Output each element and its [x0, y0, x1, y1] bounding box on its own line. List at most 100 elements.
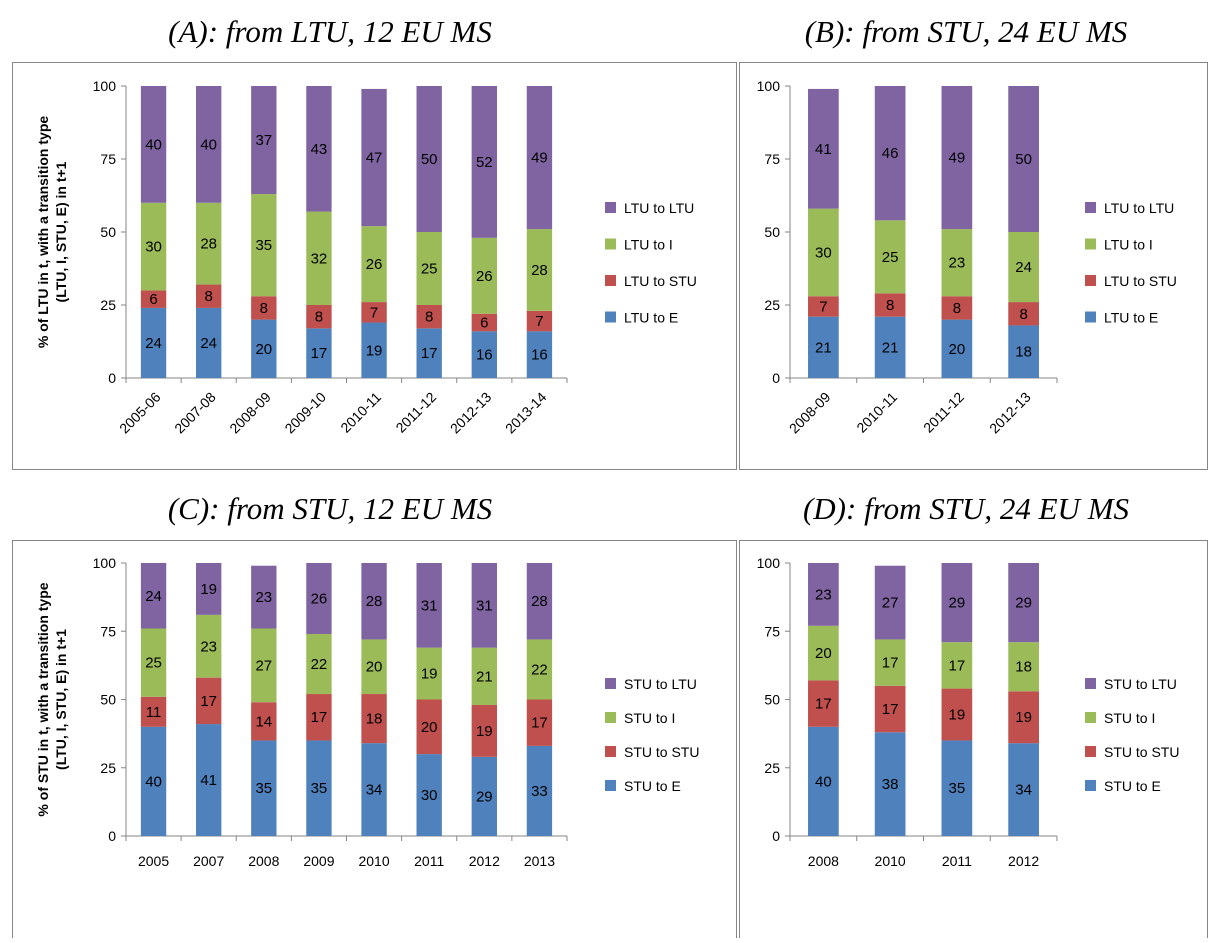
data-label: 30 [145, 239, 162, 256]
legend-swatch [605, 275, 616, 286]
data-label: 40 [815, 773, 832, 790]
data-label: 28 [531, 593, 548, 610]
legend-label: STU to I [1104, 710, 1155, 726]
bar-segment [874, 732, 906, 836]
bar-segment [196, 284, 222, 308]
bar-segment [941, 563, 973, 643]
data-label: 18 [366, 711, 383, 728]
bar-segment [1008, 563, 1039, 643]
data-label: 25 [145, 655, 162, 672]
data-label: 20 [815, 645, 832, 662]
data-label: 35 [255, 780, 272, 797]
x-tick-label: 2007-08 [171, 389, 219, 437]
bar-segment [251, 628, 277, 703]
y-tick-label: 100 [93, 78, 117, 94]
data-label: 31 [476, 597, 493, 614]
y-tick-label: 100 [757, 555, 781, 571]
y-axis-title-line: (LTU, I, STU, E) in t+1 [53, 161, 69, 302]
data-label: 18 [1015, 344, 1032, 361]
bar-segment [808, 316, 839, 378]
bar-segment [361, 743, 387, 836]
bar-segment [526, 639, 553, 700]
legend-label: STU to E [624, 778, 681, 794]
y-tick-label: 100 [757, 78, 781, 94]
x-tick-label: 2010-11 [337, 389, 384, 436]
data-label: 24 [1015, 259, 1032, 276]
legend-swatch [605, 746, 616, 757]
legend-label: LTU to I [624, 237, 673, 253]
x-tick-label: 2012 [469, 853, 500, 869]
chart-panel-2: (C): from STU, 12 EU MS 0 25 50 75 100 % of ST… [12, 491, 737, 940]
bar-segment [416, 86, 442, 232]
bar-segment [251, 319, 277, 378]
y-tick-label: 0 [772, 828, 780, 844]
legend-label: LTU to E [1104, 310, 1158, 326]
y-axis-title-line: % of STU in t, with a transition type [35, 582, 51, 816]
bar-segment [1008, 642, 1039, 692]
legend-swatch [1085, 780, 1096, 791]
legend-label: LTU to E [624, 310, 678, 326]
data-label: 17 [815, 696, 832, 713]
bar-segment [874, 293, 906, 317]
bar-segment [874, 86, 906, 221]
bar-segment [808, 296, 839, 317]
data-label: 30 [421, 787, 438, 804]
legend-swatch [1085, 311, 1096, 323]
x-tick-label: 2008 [808, 853, 839, 869]
data-label: 31 [421, 597, 438, 614]
y-tick-label: 50 [100, 692, 116, 708]
x-tick-label: 2005 [138, 853, 169, 869]
y-tick-label: 75 [764, 623, 780, 639]
bar-segment [361, 226, 387, 303]
legend-swatch [605, 780, 616, 791]
bar-segment [471, 647, 497, 705]
data-label: 16 [531, 347, 548, 364]
chart-title: (C): from STU, 12 EU MS [168, 491, 492, 526]
bar-segment [361, 88, 387, 227]
bar-segment [196, 86, 222, 203]
chart-title: (B): from STU, 24 EU MS [805, 14, 1128, 49]
bar-segment [874, 639, 906, 686]
x-tick-label: 2012 [1008, 853, 1039, 869]
x-tick-label: 2010 [875, 853, 906, 869]
bar-segment [526, 745, 553, 836]
bar-segment [874, 685, 906, 733]
data-label: 28 [531, 262, 548, 279]
bar-segment [140, 726, 167, 836]
bar-segment [526, 563, 553, 640]
data-label: 35 [949, 780, 966, 797]
bar-segment [808, 563, 839, 626]
bar-segment [471, 704, 497, 757]
data-label: 29 [949, 595, 966, 612]
data-label: 6 [480, 315, 488, 332]
legend-swatch [1085, 746, 1096, 757]
legend-swatch [1085, 238, 1096, 250]
data-label: 22 [531, 661, 548, 678]
legend-label: STU to LTU [1104, 676, 1177, 692]
data-label: 38 [882, 776, 899, 793]
y-tick-label: 100 [93, 555, 117, 571]
bar-segment [874, 316, 906, 378]
bar-segment [251, 565, 277, 629]
bar-segment [1008, 302, 1039, 326]
y-tick-label: 75 [100, 151, 116, 167]
x-tick-label: 2010-11 [853, 389, 900, 436]
data-label: 21 [815, 339, 832, 356]
legend-label: STU to LTU [624, 676, 697, 692]
y-tick-label: 75 [100, 623, 116, 639]
y-axis-title-line: % of LTU in t, with a transition type [35, 116, 51, 349]
data-label: 25 [421, 261, 438, 278]
bar-segment [140, 290, 167, 308]
bar-segment [196, 307, 222, 378]
bar-segment [941, 740, 973, 836]
data-label: 37 [255, 132, 272, 149]
legend-swatch [1085, 678, 1096, 689]
bar-segment [471, 756, 497, 836]
data-label: 40 [145, 136, 162, 153]
bar-segment [306, 633, 332, 695]
data-label: 24 [145, 335, 162, 352]
chart-title: (D): from STU, 24 EU MS [803, 491, 1129, 526]
bar-segment [471, 563, 497, 648]
data-label: 8 [1019, 306, 1027, 323]
